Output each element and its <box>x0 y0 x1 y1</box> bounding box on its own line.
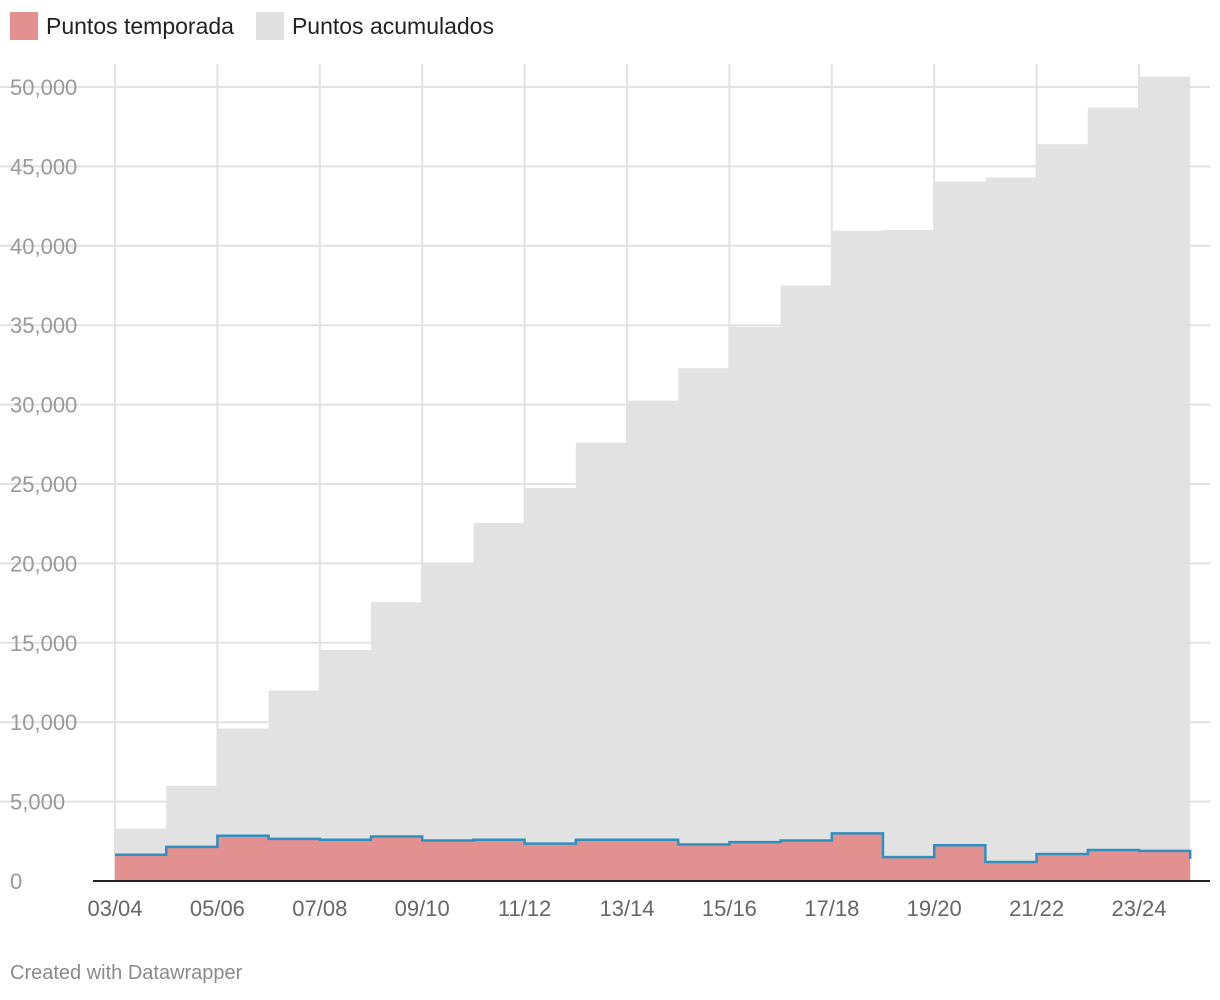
chart-canvas: 0 5,000 10,000 15,000 20,000 25,000 30,000 35,0… <box>0 64 1210 921</box>
y-tick-label: 45,000 <box>10 154 77 179</box>
season-step-07-08 <box>320 840 371 881</box>
season-step-13-14 <box>627 840 678 881</box>
y-tick-label: 5,000 <box>10 790 65 815</box>
y-tick-label: 10,000 <box>10 710 77 735</box>
cumulative-step-10-11 <box>473 523 524 881</box>
legend-label-cumulative: Puntos acumulados <box>291 12 494 39</box>
y-tick-label: 25,000 <box>10 472 77 497</box>
season-step-09-10 <box>422 841 473 881</box>
season-step-10-11 <box>473 840 524 881</box>
x-tick-labels: 03/04 05/06 07/08 09/10 11/12 13/14 15/16 17/18… <box>87 896 1166 921</box>
season-series-layer <box>115 832 1192 881</box>
season-step-08-09 <box>371 837 422 881</box>
season-step-17-18 <box>832 833 883 881</box>
x-tick-label: 05/06 <box>190 896 245 921</box>
cumulative-step-12-13 <box>576 443 627 881</box>
season-step-23-24 <box>1139 851 1190 881</box>
x-tick-label: 15/16 <box>702 896 757 921</box>
cumulative-step-17-18 <box>832 231 883 881</box>
footer-credit: Created with Datawrapper <box>10 962 243 984</box>
season-step-18-19 <box>883 857 934 881</box>
x-tick-label: 21/22 <box>1009 896 1064 921</box>
season-step-04-05 <box>166 847 217 881</box>
y-tick-label: 50,000 <box>10 75 77 100</box>
x-tick-label: 19/20 <box>907 896 962 921</box>
season-step-22-23 <box>1088 850 1139 881</box>
cumulative-step-11-12 <box>525 488 576 881</box>
cumulative-step-09-10 <box>422 563 473 881</box>
x-tick-label: 03/04 <box>87 896 142 921</box>
y-tick-label: 40,000 <box>10 234 77 259</box>
season-line <box>115 832 1192 864</box>
season-step-05-06 <box>217 836 268 881</box>
x-tick-label: 23/24 <box>1111 896 1166 921</box>
season-area <box>115 833 1191 881</box>
cumulative-step-19-20 <box>934 181 985 881</box>
cumulative-series-layer <box>115 76 1191 882</box>
season-step-20-21 <box>985 862 1036 881</box>
x-tick-label: 17/18 <box>804 896 859 921</box>
x-tick-label: 07/08 <box>292 896 347 921</box>
season-step-16-17 <box>781 841 832 881</box>
season-step-21-22 <box>1037 854 1088 881</box>
y-tick-label: 0 <box>10 869 22 894</box>
season-step-12-13 <box>576 840 627 881</box>
y-tick-label: 15,000 <box>10 631 77 656</box>
legend: Puntos temporada Puntos acumulados <box>10 12 516 40</box>
legend-swatch-cumulative <box>255 12 284 40</box>
cumulative-step-20-21 <box>985 178 1036 881</box>
cumulative-step-16-17 <box>781 286 832 882</box>
season-step-03-04 <box>115 855 166 881</box>
y-tick-label: 30,000 <box>10 393 77 418</box>
season-step-14-15 <box>678 844 729 881</box>
cumulative-area <box>115 76 1191 882</box>
legend-swatch-season <box>10 12 38 40</box>
season-step-15-16 <box>729 842 780 881</box>
y-tick-labels: 0 5,000 10,000 15,000 20,000 25,000 30,000 35,0… <box>10 75 77 894</box>
legend-label-season: Puntos temporada <box>46 12 234 39</box>
cumulative-step-14-15 <box>678 368 729 881</box>
y-tick-label: 20,000 <box>10 551 77 576</box>
legend-item-cumulative: Puntos acumulados <box>255 12 494 40</box>
cumulative-step-23-24 <box>1139 77 1190 881</box>
season-step-06-07 <box>269 839 320 881</box>
cumulative-step-18-19 <box>883 230 934 881</box>
x-tick-label: 11/12 <box>498 896 551 921</box>
x-tick-label: 09/10 <box>395 896 450 921</box>
y-tick-label: 35,000 <box>10 313 77 338</box>
legend-item-season: Puntos temporada <box>10 12 234 40</box>
cumulative-step-22-23 <box>1088 108 1139 881</box>
cumulative-step-21-22 <box>1037 144 1088 881</box>
x-tick-label: 13/14 <box>599 896 654 921</box>
cumulative-step-13-14 <box>627 401 678 881</box>
season-step-11-12 <box>525 844 576 881</box>
season-step-19-20 <box>934 845 985 881</box>
cumulative-step-15-16 <box>729 327 780 881</box>
